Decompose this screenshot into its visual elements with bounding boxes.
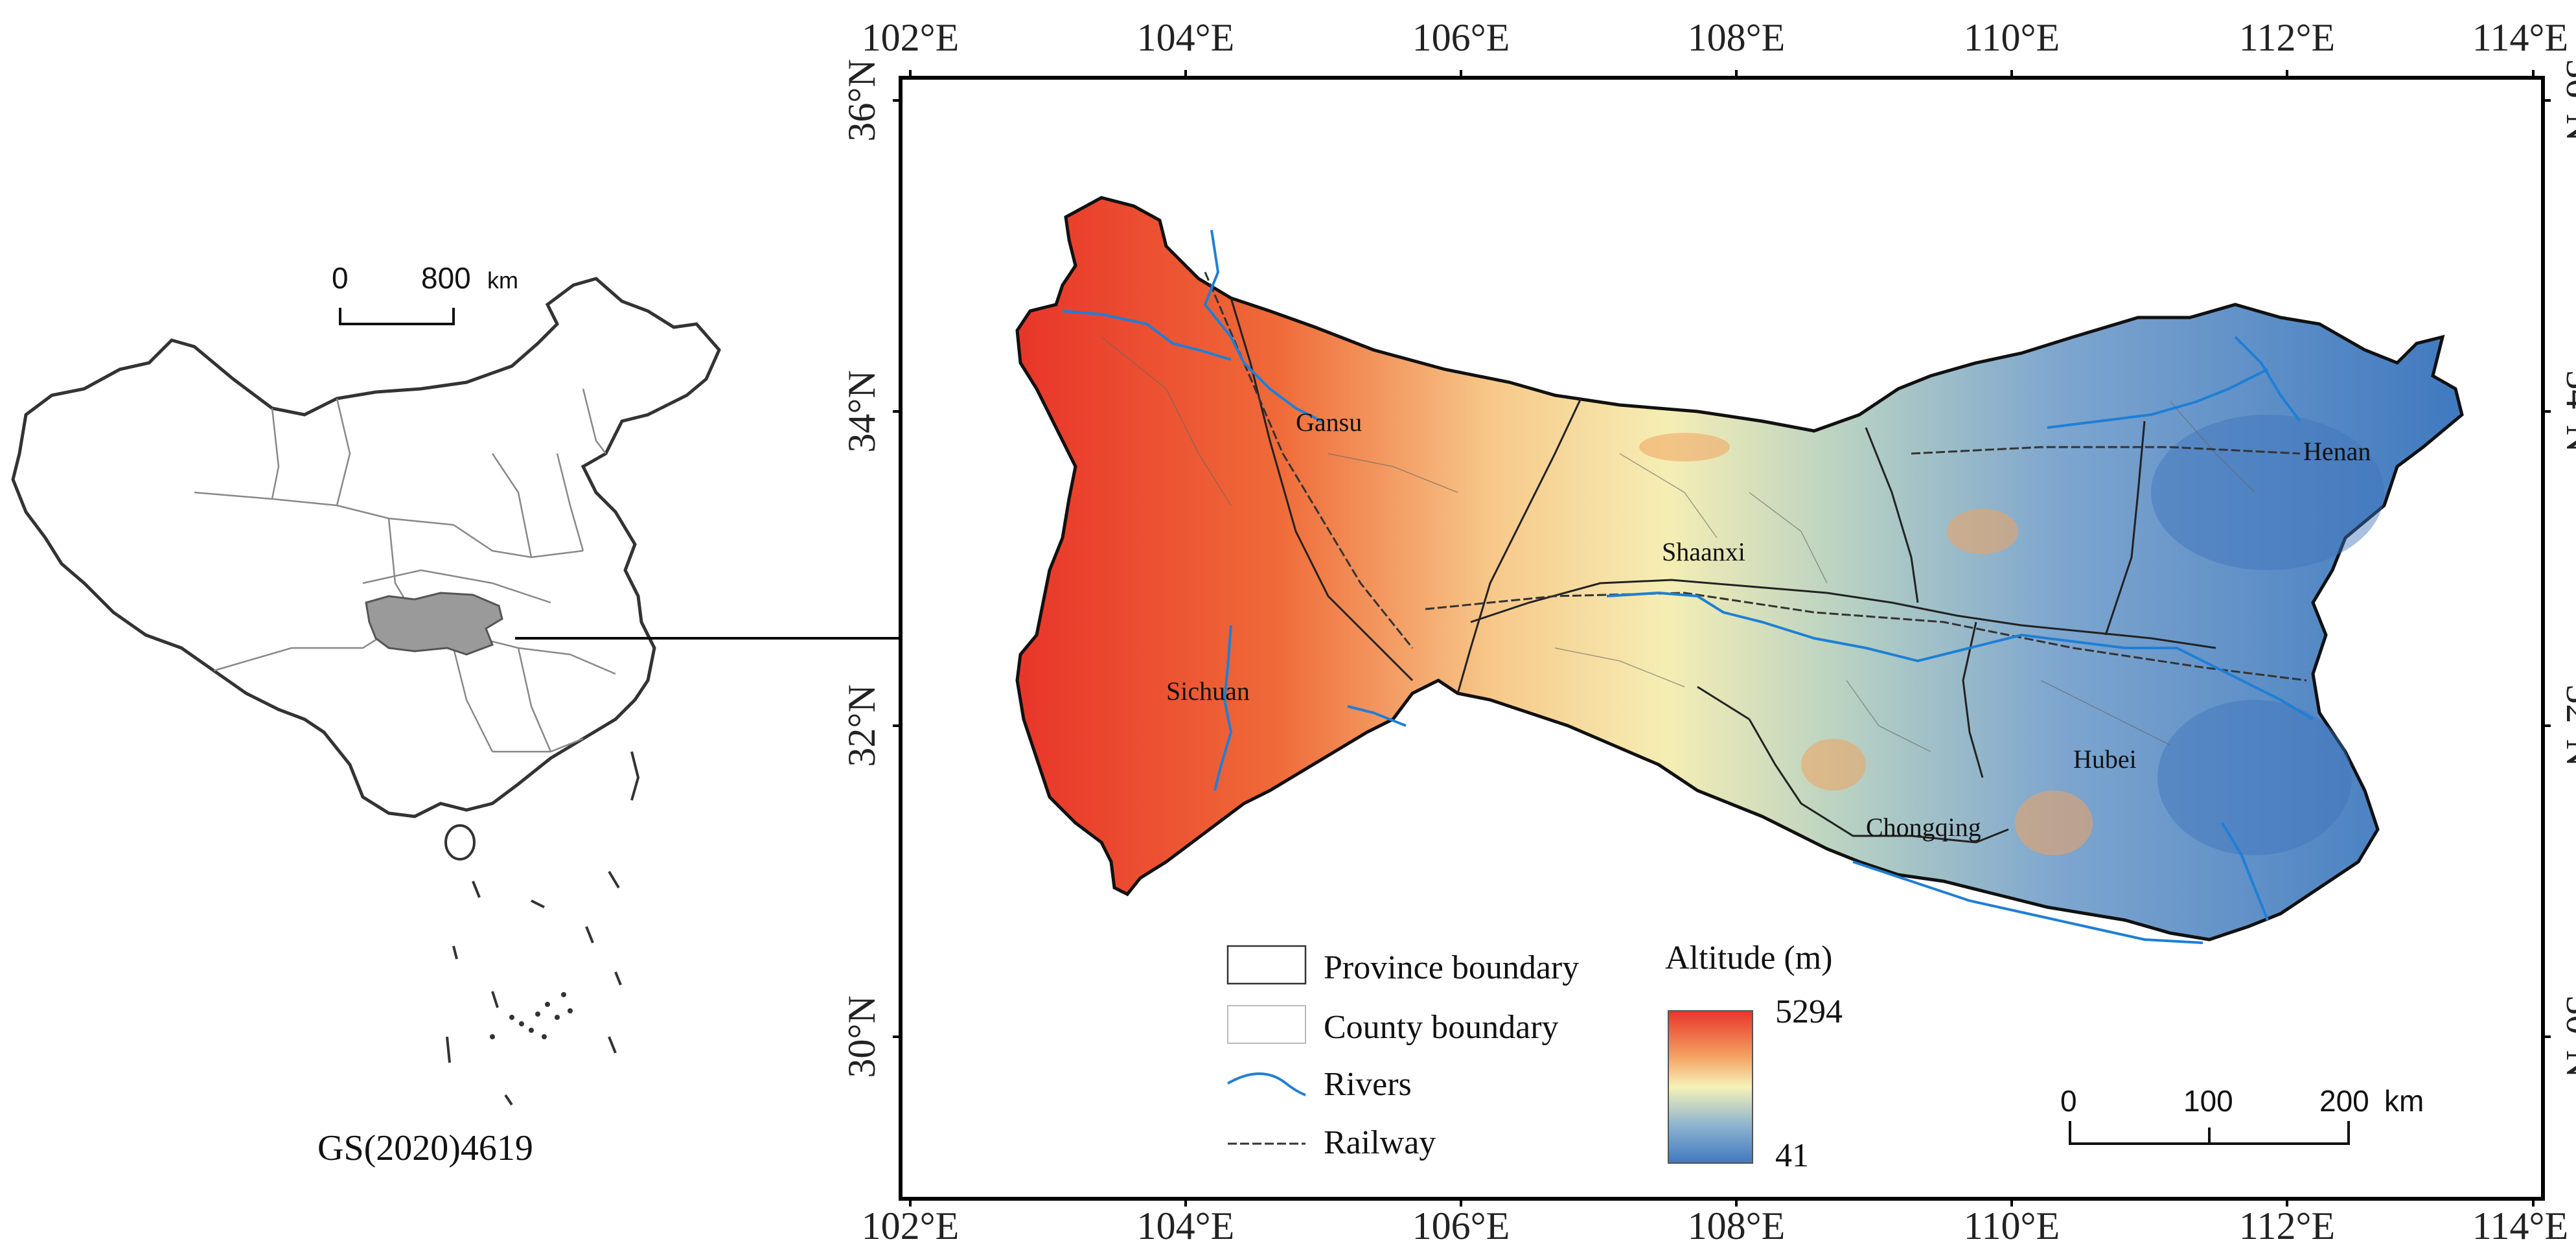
scale-tick-200: 200 xyxy=(2319,1084,2369,1118)
province-boundaries xyxy=(1230,297,2216,844)
lat-ticks xyxy=(893,99,2551,1038)
province-label-henan: Henan xyxy=(2303,437,2371,466)
county-boundaries xyxy=(1101,336,2255,752)
legend-label-province: Province boundary xyxy=(1324,949,1579,986)
altitude-legend-title: Altitude (m) xyxy=(1665,940,1833,976)
inset-scale-bar: 0 800 km xyxy=(332,261,518,325)
lon-label-bottom: 110°E xyxy=(1964,1205,2060,1247)
lat-label-left: 32°N xyxy=(840,684,883,767)
legend-symbol-county xyxy=(1227,1005,1306,1044)
lon-ticks xyxy=(909,70,2535,1207)
lon-label-top: 110°E xyxy=(1964,16,2060,59)
province-labels: Gansu Shaanxi Henan Sichuan Hubei Chongq… xyxy=(1166,408,2371,842)
lon-label-top: 106°E xyxy=(1412,16,1510,59)
lon-label-bottom: 112°E xyxy=(2239,1205,2335,1247)
inset-scale-end: 800 xyxy=(421,261,471,295)
lon-label-top: 102°E xyxy=(862,16,960,59)
lat-labels-right: 36°N 34°N 32°N 30°N xyxy=(2559,59,2576,1078)
lat-label-left: 36°N xyxy=(840,59,883,141)
lat-label-right: 30°N xyxy=(2559,995,2576,1078)
scale-tick-0: 0 xyxy=(2060,1084,2077,1118)
lon-label-top: 108°E xyxy=(1688,16,1786,59)
main-scale-bar: 0 100 200 km xyxy=(2060,1084,2424,1145)
lon-label-bottom: 102°E xyxy=(862,1205,960,1247)
lowland-shading xyxy=(2151,415,2384,855)
scale-tick-100: 100 xyxy=(2183,1084,2233,1118)
altitude-color-ramp xyxy=(1668,1010,1753,1164)
province-label-gansu: Gansu xyxy=(1296,408,1362,437)
china-outline xyxy=(11,277,721,818)
lat-label-left: 34°N xyxy=(840,370,883,452)
lat-label-right: 34°N xyxy=(2559,370,2576,452)
lon-labels-top: 102°E 104°E 106°E 108°E 110°E 112°E 114°… xyxy=(862,16,2569,59)
lon-label-bottom: 106°E xyxy=(1412,1205,1510,1247)
scale-unit: km xyxy=(2384,1084,2424,1118)
altitude-legend-min: 41 xyxy=(1775,1137,1809,1174)
legend-label-county: County boundary xyxy=(1324,1009,1559,1046)
inset-island-dots xyxy=(490,992,573,1039)
inset-scale-start: 0 xyxy=(332,261,349,295)
inset-caption: GS(2020)4619 xyxy=(317,1128,533,1168)
legend-symbol-river xyxy=(1227,1072,1306,1096)
main-map: 102°E 104°E 106°E 108°E 110°E 112°E 114°… xyxy=(840,16,2576,1247)
railway-lines xyxy=(1204,272,2307,682)
inset-scale-unit: km xyxy=(487,267,518,294)
inset-islands xyxy=(444,751,640,1106)
lat-label-left: 30°N xyxy=(840,995,883,1078)
altitude-legend-max: 5294 xyxy=(1775,993,1843,1030)
inset-map: 0 800 km GS(2020)4619 xyxy=(11,261,721,1168)
legend-label-railway: Railway xyxy=(1324,1124,1436,1161)
lat-label-right: 36°N xyxy=(2559,59,2576,141)
lon-label-top: 114°E xyxy=(2472,16,2568,59)
map-legend: Province boundary County boundary Rivers… xyxy=(1226,940,1843,1174)
lon-label-bottom: 114°E xyxy=(2472,1205,2568,1247)
province-label-chongqing: Chongqing xyxy=(1866,813,1981,842)
legend-symbol-province xyxy=(1226,945,1307,985)
lat-label-right: 32°N xyxy=(2559,684,2576,767)
lon-label-top: 104°E xyxy=(1137,16,1235,59)
highlighted-study-region xyxy=(365,592,503,656)
lon-label-top: 112°E xyxy=(2239,16,2335,59)
legend-label-river: Rivers xyxy=(1324,1066,1412,1103)
elevation-highlights xyxy=(1639,433,2093,855)
province-label-sichuan: Sichuan xyxy=(1166,676,1250,706)
lon-label-bottom: 104°E xyxy=(1137,1205,1235,1247)
lon-labels-bottom: 102°E 104°E 106°E 108°E 110°E 112°E 114°… xyxy=(862,1205,2569,1247)
rivers xyxy=(1062,229,2314,944)
lat-labels-left: 36°N 34°N 32°N 30°N xyxy=(840,59,883,1078)
province-label-hubei: Hubei xyxy=(2073,745,2137,774)
province-label-shaanxi: Shaanxi xyxy=(1662,537,1745,566)
study-region-elevation xyxy=(1015,196,2464,942)
lon-label-bottom: 108°E xyxy=(1688,1205,1786,1247)
